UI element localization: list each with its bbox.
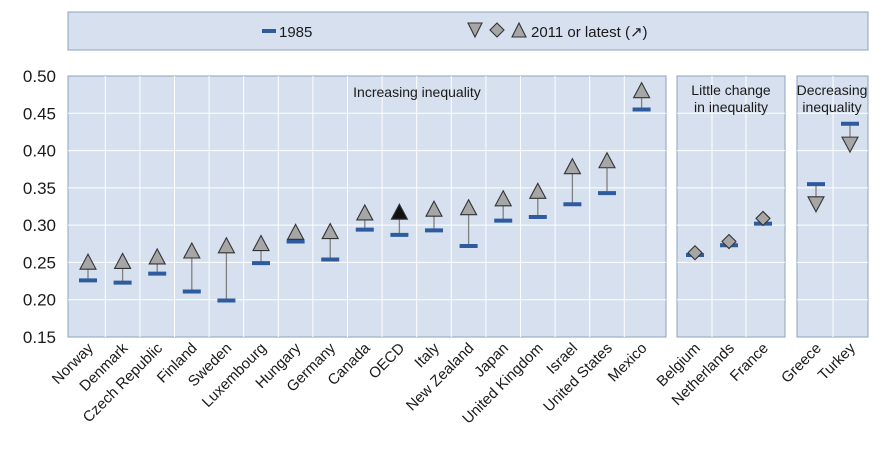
panels: Increasing inequalityNorwayDenmarkCzech …	[49, 76, 868, 427]
legend: 1985 2011 or latest (↗)	[68, 12, 868, 50]
x-tick-label: Mexico	[605, 340, 651, 386]
y-tick-label: 0.35	[23, 179, 56, 198]
x-tick-label: Greece	[778, 340, 825, 387]
panel-background	[677, 76, 785, 337]
y-tick-label: 0.30	[23, 216, 56, 235]
legend-box	[68, 12, 868, 50]
panel-little-change-in-inequality: Little change in inequalityBelgiumNetherl…	[653, 76, 785, 409]
x-tick-label: France	[727, 340, 772, 385]
legend-2011-label: 2011 or latest (↗)	[531, 24, 648, 41]
y-tick-label: 0.20	[23, 291, 56, 310]
y-tick-label: 0.45	[23, 104, 56, 123]
panel-title: Decreasing inequality	[797, 82, 868, 115]
y-axis: 0.50 0.45 0.40 0.35 0.30 0.25 0.20 0.15	[23, 67, 56, 347]
y-tick-label: 0.50	[23, 67, 56, 86]
y-tick-label: 0.40	[23, 142, 56, 161]
panel-increasing-inequality: Increasing inequalityNorwayDenmarkCzech …	[49, 76, 666, 427]
y-tick-label: 0.25	[23, 253, 56, 272]
panel-title: Little change in inequality	[691, 82, 771, 115]
panel-title: Increasing inequality	[353, 84, 481, 100]
x-tick-label: Turkey	[815, 339, 859, 383]
legend-1985-label: 1985	[279, 24, 312, 41]
y-tick-label: 0.15	[23, 328, 56, 347]
x-tick-label: OECD	[366, 340, 409, 383]
panel-background	[68, 76, 666, 337]
